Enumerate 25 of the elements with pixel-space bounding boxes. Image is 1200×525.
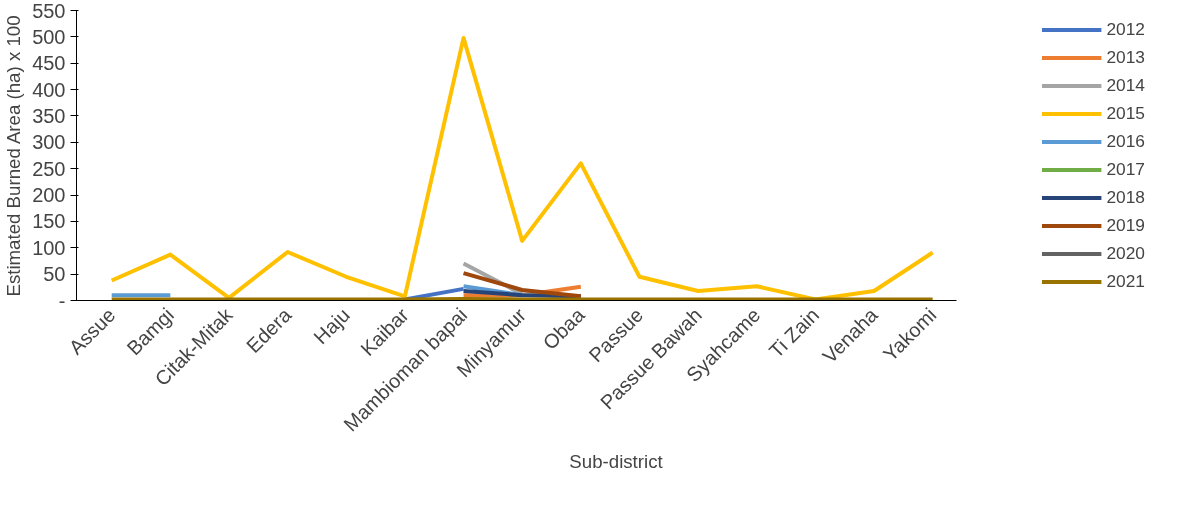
legend-label: 2020 [1106, 242, 1145, 264]
y-tick-label: 400 [32, 78, 66, 101]
x-axis-title: Sub-district [569, 451, 664, 473]
y-tick-label: 550 [32, 0, 66, 22]
legend-label: 2012 [1106, 18, 1145, 40]
y-tick-label: 250 [32, 157, 66, 180]
y-tick-label: 500 [32, 25, 66, 48]
x-tick-label: Haju [309, 303, 355, 349]
legend-label: 2017 [1106, 158, 1145, 180]
legend-label: 2021 [1106, 270, 1145, 292]
y-tick-label: 200 [32, 184, 66, 207]
legend-label: 2014 [1106, 74, 1145, 96]
y-tick-label: 300 [32, 131, 66, 154]
legend-label: 2018 [1106, 186, 1145, 208]
y-axis-title: Estimated Burned Area (ha) x 100 [3, 15, 25, 297]
legend-label: 2016 [1106, 130, 1145, 152]
y-tick-label: 100 [32, 236, 66, 259]
y-tick-label: 450 [32, 52, 66, 75]
y-tick-label: - [58, 289, 66, 312]
legend-label: 2019 [1106, 214, 1145, 236]
y-tick-label: 350 [32, 104, 66, 127]
y-tick-label: 50 [43, 263, 66, 286]
legend-label: 2015 [1106, 102, 1145, 124]
legend-label: 2013 [1106, 46, 1145, 68]
y-tick-label: 150 [32, 210, 66, 233]
